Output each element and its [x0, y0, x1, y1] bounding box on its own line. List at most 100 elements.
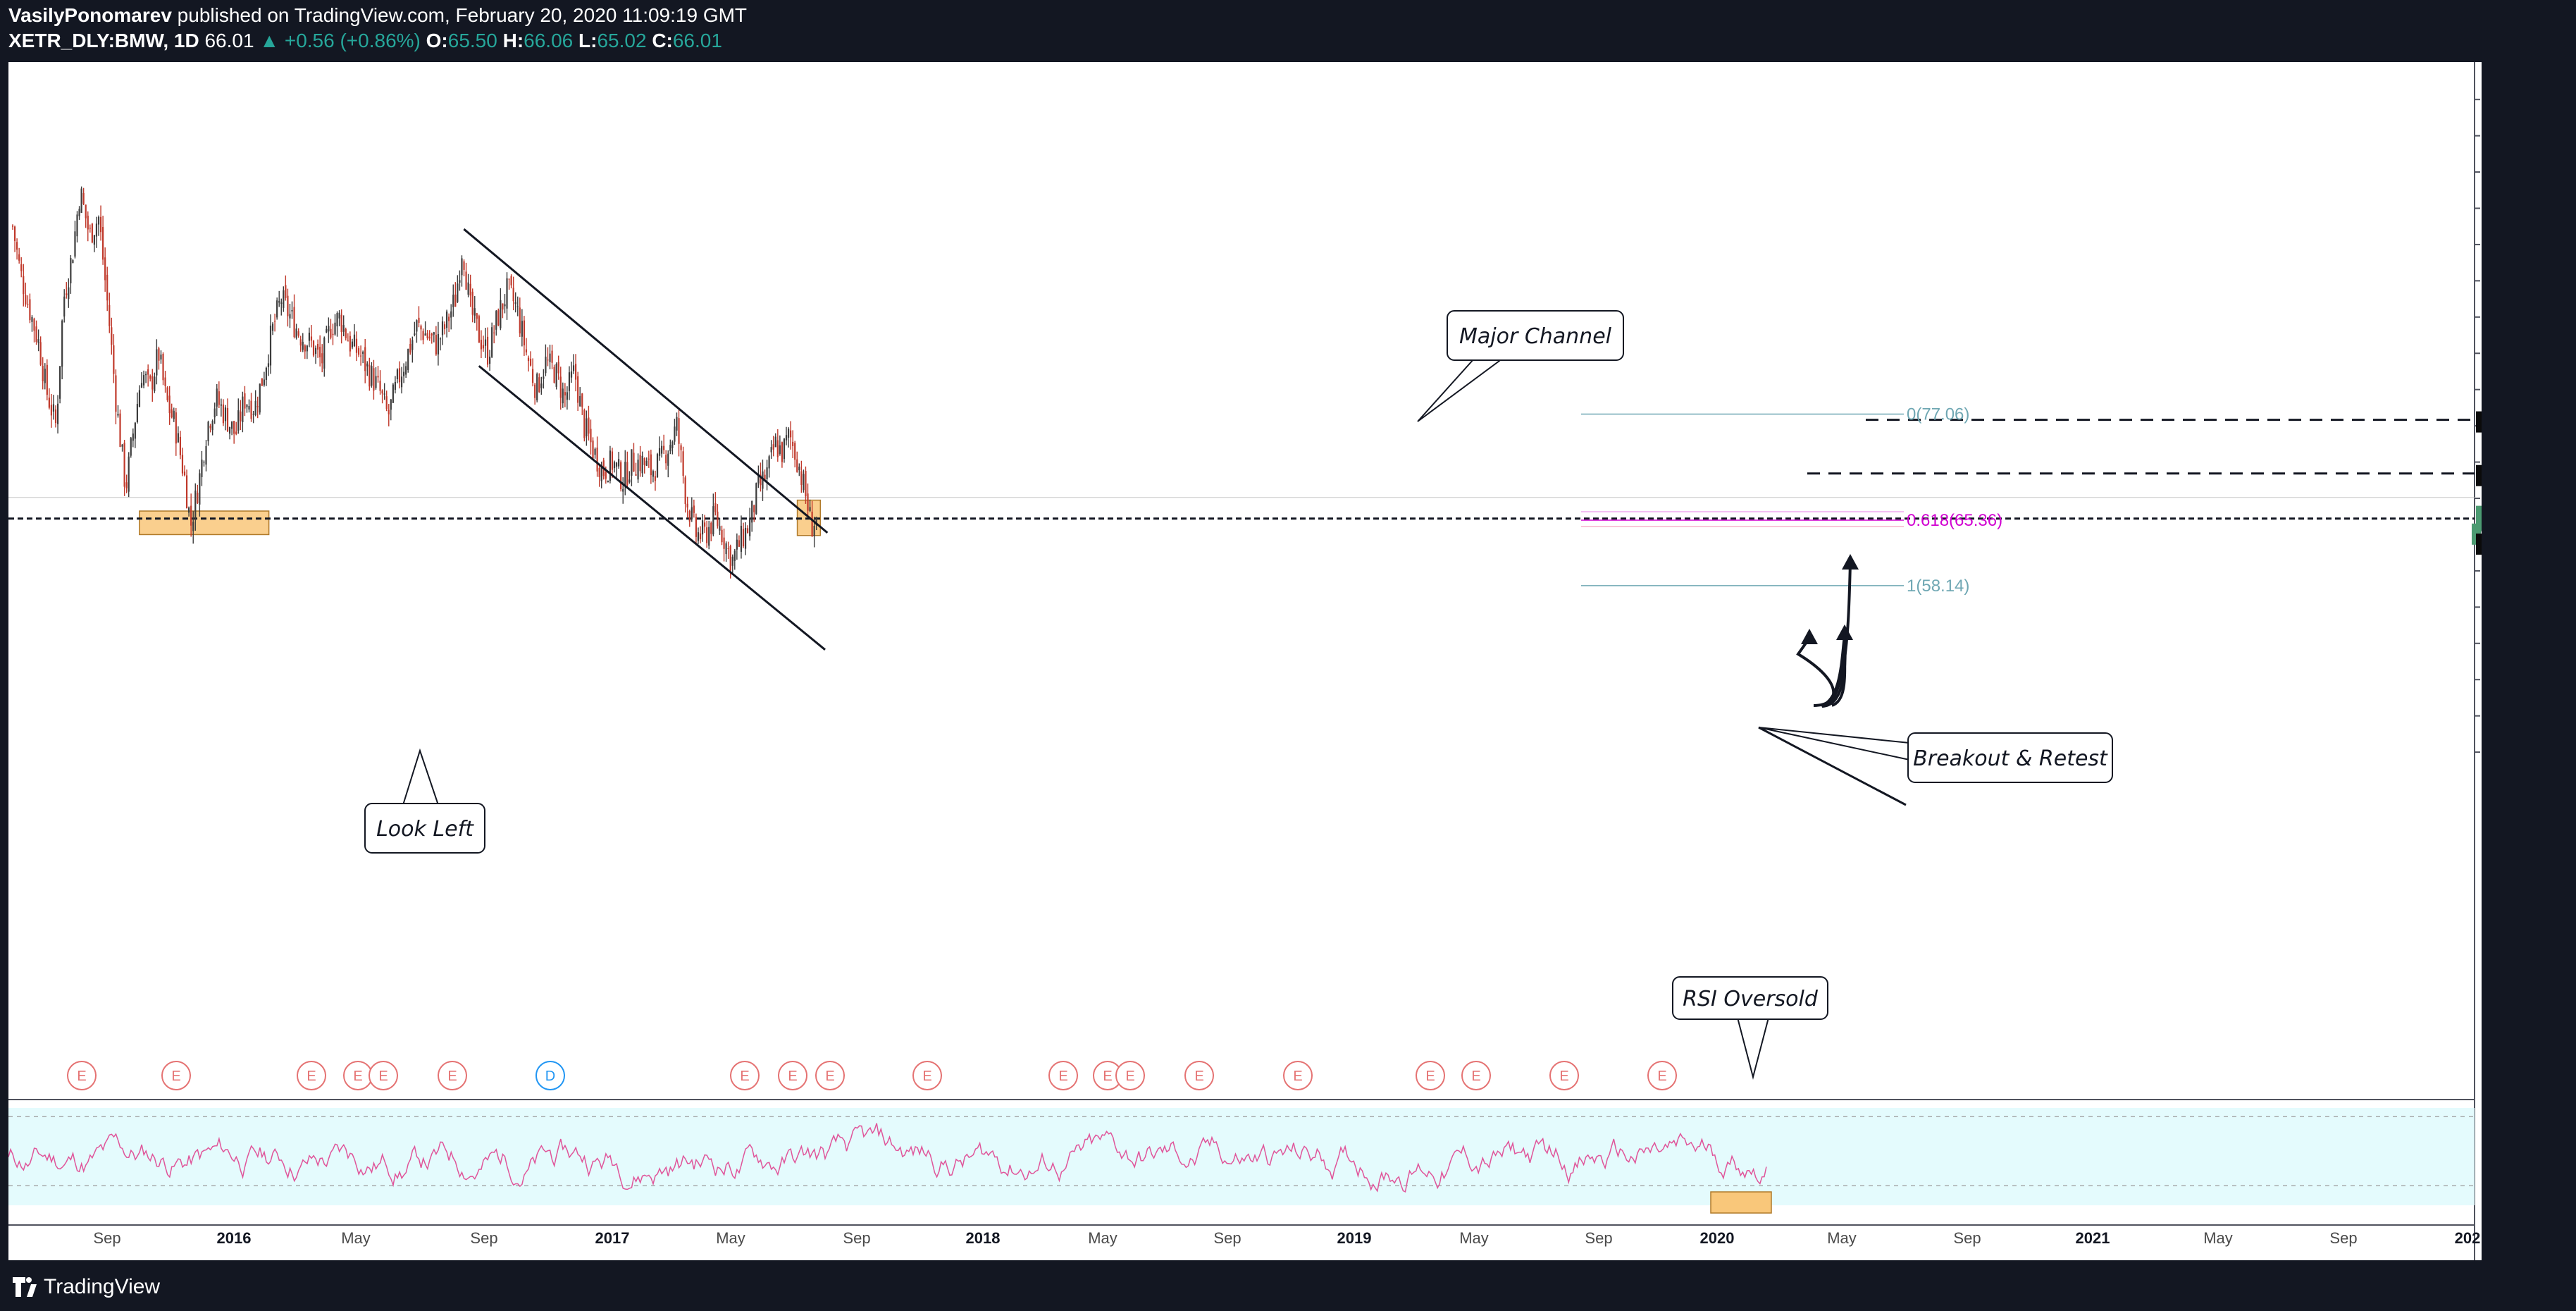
candle-body	[254, 400, 256, 415]
candle-body	[478, 316, 480, 343]
candle-body	[605, 472, 607, 479]
callout-text: Breakout & Retest	[1913, 746, 2108, 771]
candle-body	[431, 333, 433, 336]
candle-body	[620, 462, 622, 490]
price-chart[interactable]: 112.00108.00104.00100.0096.0092.0088.008…	[8, 62, 2482, 1260]
earnings-marker[interactable]	[912, 1061, 942, 1090]
event-marker-label: E	[447, 1069, 457, 1084]
candle-body	[695, 517, 698, 537]
earnings-marker[interactable]	[161, 1061, 191, 1090]
earnings-marker[interactable]	[297, 1061, 326, 1090]
candle-body	[803, 474, 805, 491]
support-zone[interactable]	[139, 510, 270, 536]
candle-body	[283, 290, 285, 308]
candle-body	[439, 338, 442, 340]
candle-body	[684, 477, 686, 505]
candle-body	[280, 302, 283, 304]
rsi-line[interactable]	[8, 1123, 1767, 1193]
candle-body	[450, 311, 452, 318]
candle-body	[242, 396, 244, 422]
symbol[interactable]: XETR_DLY:BMW, 1D	[8, 30, 199, 51]
channel-lower-line[interactable]	[478, 365, 826, 651]
earnings-marker[interactable]	[1048, 1061, 1078, 1090]
time-tick-label: 2017	[595, 1229, 630, 1247]
dividend-marker[interactable]	[535, 1061, 565, 1090]
candle-body	[555, 364, 557, 387]
earnings-marker[interactable]	[1283, 1061, 1313, 1090]
candle-body	[336, 313, 338, 327]
callout-box[interactable]	[1672, 976, 1828, 1020]
time-tick-label: 2018	[966, 1229, 1001, 1247]
candle-body	[373, 368, 375, 391]
candle-body	[377, 376, 379, 378]
candle-body	[747, 528, 749, 534]
candle-body	[302, 341, 304, 350]
candle-body	[607, 481, 609, 482]
candle-body	[136, 404, 139, 422]
candle-body	[581, 393, 583, 407]
candles[interactable]	[11, 186, 817, 579]
earnings-marker[interactable]	[369, 1061, 398, 1090]
event-marker-label: D	[545, 1069, 555, 1084]
candle-body	[633, 453, 635, 472]
candle-body	[263, 379, 265, 386]
candle-body	[31, 316, 33, 322]
candle-body	[598, 467, 600, 477]
candle-body	[486, 336, 489, 365]
author-name[interactable]: VasilyPonomarev	[8, 4, 172, 26]
candle-body	[91, 223, 93, 242]
close-label: C:	[652, 30, 673, 51]
earnings-marker[interactable]	[1416, 1061, 1445, 1090]
earnings-marker[interactable]	[1184, 1061, 1214, 1090]
candle-body	[360, 355, 362, 357]
chart-area[interactable]: 112.00108.00104.00100.0096.0092.0088.008…	[8, 62, 2482, 1260]
callout-box[interactable]	[364, 803, 485, 854]
candle-body	[175, 412, 177, 444]
tradingview-logo-icon[interactable]	[10, 1273, 38, 1301]
earnings-marker[interactable]	[438, 1061, 467, 1090]
high-value: 66.06	[524, 30, 574, 51]
tradingview-brand[interactable]: TradingView	[44, 1275, 161, 1298]
time-tick-label: 2021	[2076, 1229, 2110, 1247]
earnings-marker[interactable]	[815, 1061, 845, 1090]
earnings-marker[interactable]	[1647, 1061, 1677, 1090]
candle-body	[751, 500, 753, 523]
candle-body	[641, 455, 643, 474]
candle-body	[714, 503, 717, 512]
earnings-marker[interactable]	[1549, 1061, 1579, 1090]
channel-extension-line[interactable]	[1758, 726, 1907, 806]
candle-body	[559, 376, 562, 398]
earnings-marker[interactable]	[1115, 1061, 1145, 1090]
time-tick-label: Sep	[1213, 1229, 1241, 1247]
rsi-oversold-zone[interactable]	[1710, 1191, 1772, 1214]
earnings-marker[interactable]	[1461, 1061, 1491, 1090]
open-value: 65.50	[447, 30, 497, 51]
candle-body	[570, 371, 573, 378]
earnings-marker[interactable]	[778, 1061, 807, 1090]
candle-body	[613, 462, 616, 469]
candle-body	[699, 533, 702, 539]
candle-body	[278, 301, 280, 303]
candle-body	[586, 418, 588, 437]
candle-body	[68, 287, 70, 300]
candle-body	[375, 376, 377, 388]
candle-body	[321, 353, 323, 364]
close-value: 66.01	[672, 30, 722, 51]
candle-body	[289, 314, 291, 319]
time-tick-label: May	[1459, 1229, 1489, 1247]
candle-body	[199, 473, 201, 505]
callout-box[interactable]	[1447, 310, 1624, 361]
candle-body	[457, 283, 459, 302]
candle-body	[502, 303, 504, 310]
earnings-marker[interactable]	[730, 1061, 760, 1090]
candle-body	[18, 254, 20, 261]
candle-body	[418, 317, 420, 323]
channel-upper-line[interactable]	[463, 228, 829, 534]
candle-body	[719, 526, 721, 531]
event-marker-label: E	[1125, 1069, 1134, 1084]
candle-body	[454, 294, 457, 307]
earnings-marker[interactable]	[67, 1061, 97, 1090]
projection-arrow-tall[interactable]	[1821, 563, 1852, 708]
candle-body	[132, 433, 134, 441]
callout-box[interactable]	[1907, 732, 2113, 783]
